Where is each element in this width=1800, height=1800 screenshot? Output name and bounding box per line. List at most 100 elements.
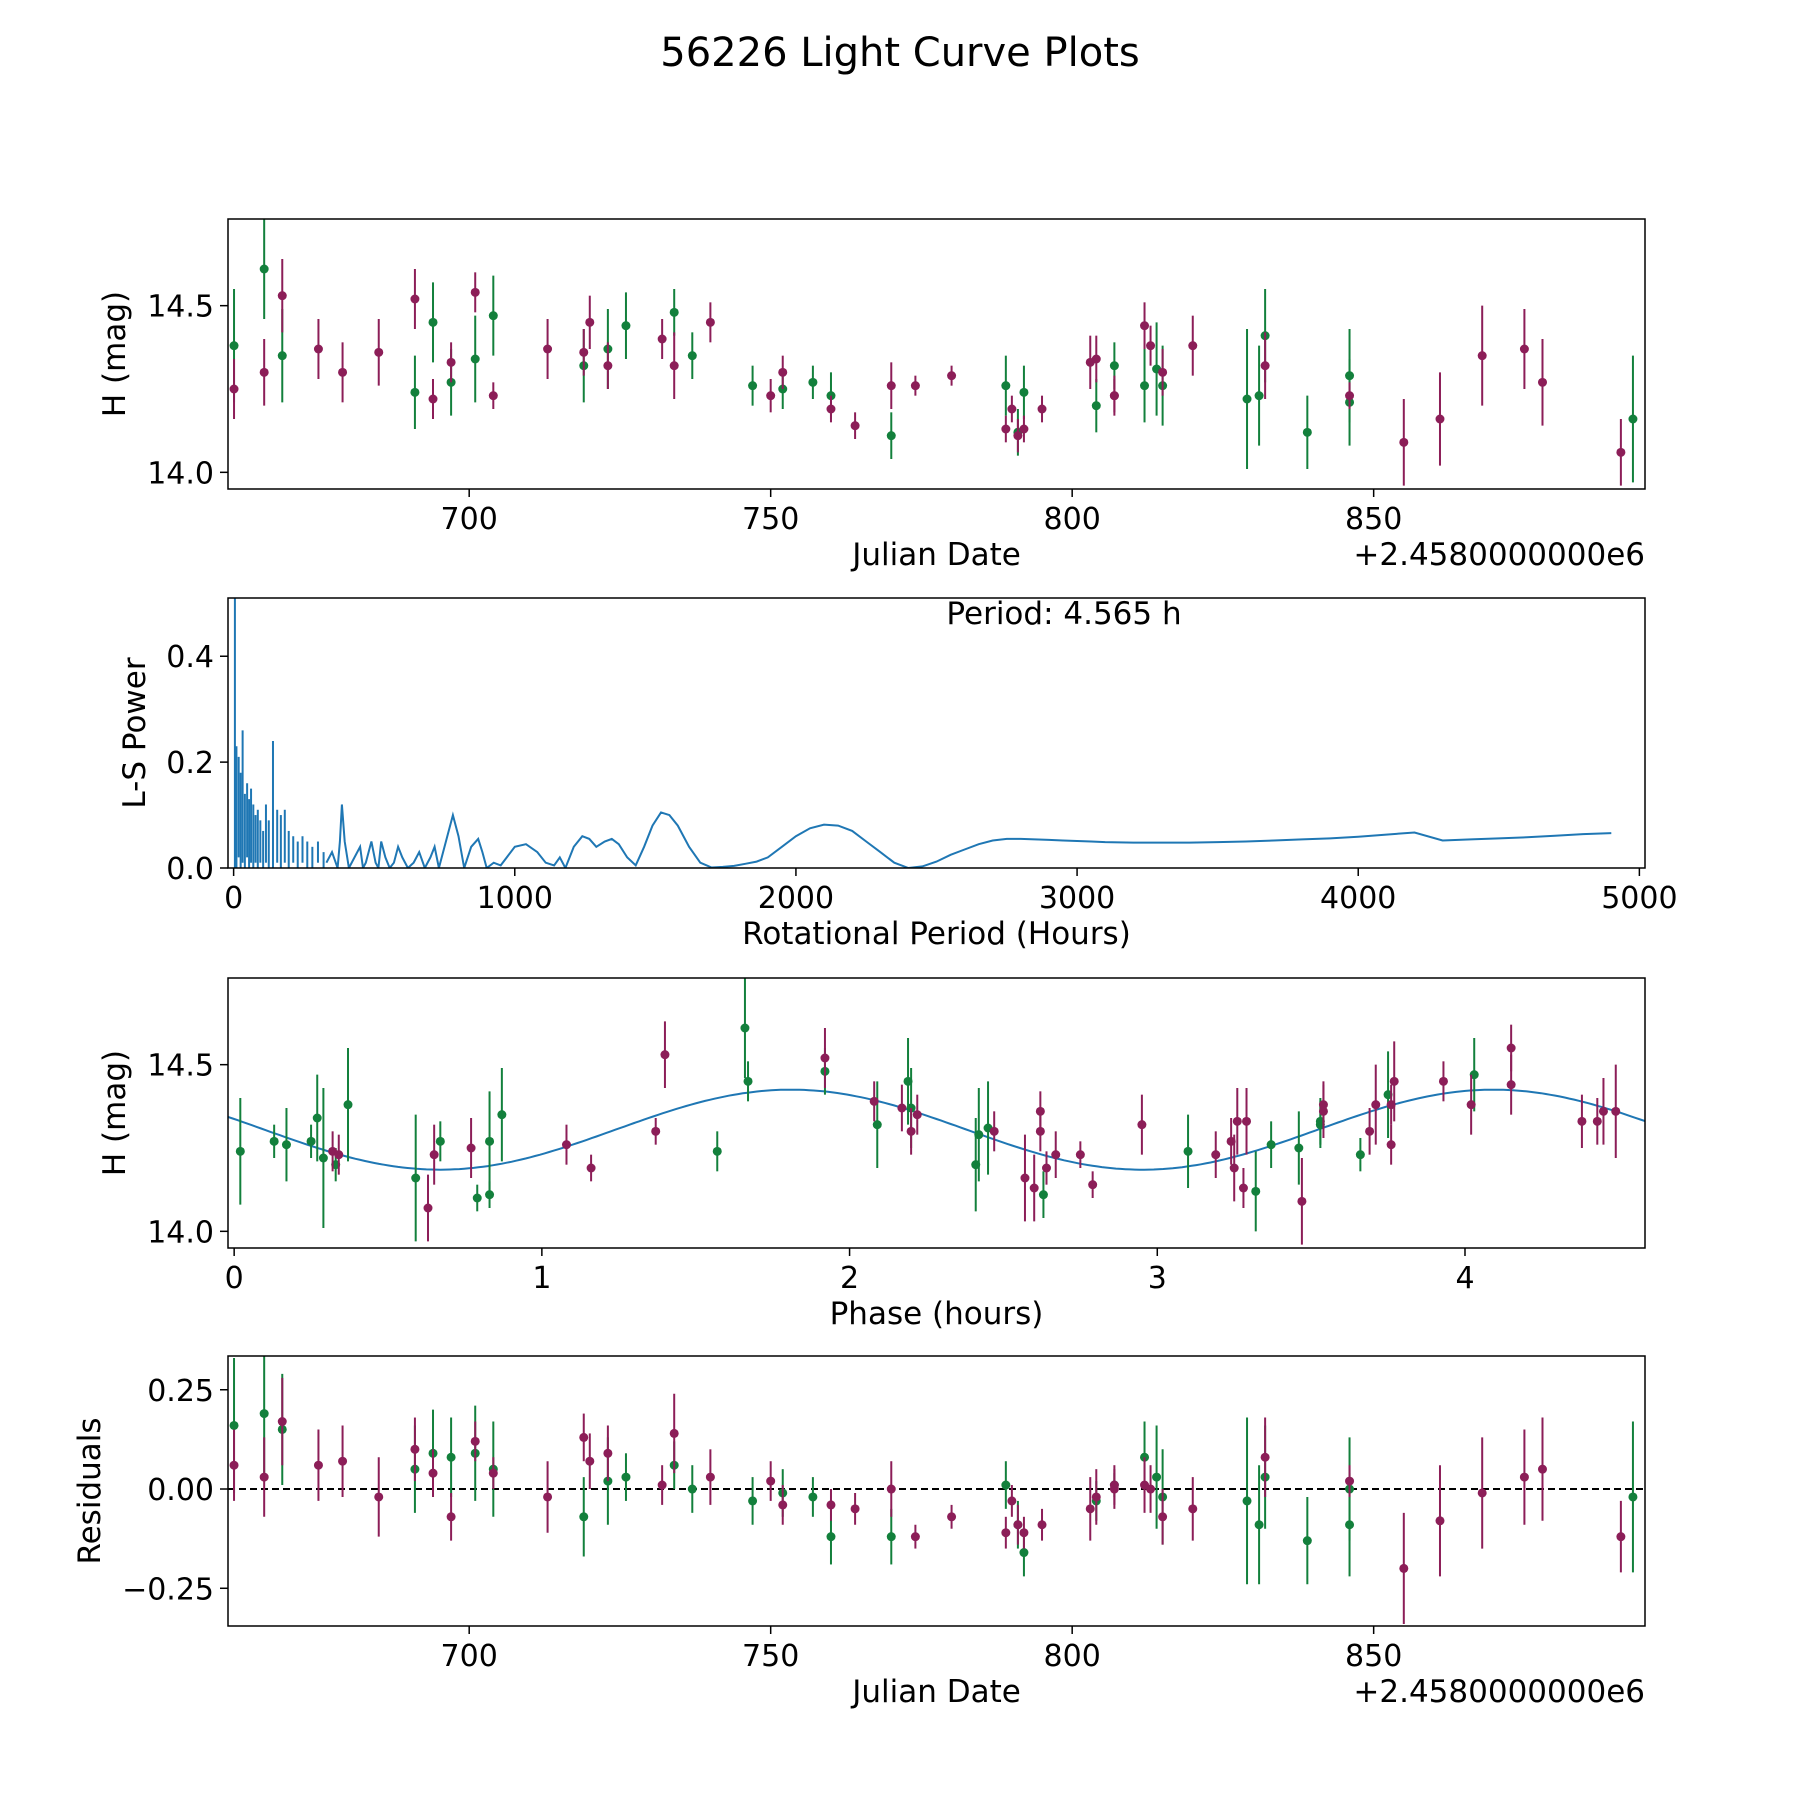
data-marker (485, 1190, 495, 1200)
data-marker (410, 387, 420, 397)
purple-point (1232, 1088, 1242, 1155)
data-marker (229, 384, 239, 394)
purple-point (947, 365, 957, 386)
data-marker (687, 351, 697, 361)
phased-marks (228, 978, 1645, 1245)
green-point (743, 1061, 753, 1102)
data-marker (306, 1136, 316, 1146)
data-marker (470, 287, 480, 297)
green-point (428, 282, 438, 363)
purple-point (989, 1111, 999, 1152)
lightcurve-ticks: 700 750 800 850 14.0 14.5 (147, 290, 1402, 537)
y-tick-label: 14.5 (147, 1049, 214, 1084)
purple-point (1519, 1429, 1529, 1525)
data-marker (669, 361, 679, 371)
data-marker (277, 291, 287, 301)
purple-point (1140, 302, 1150, 349)
purple-point (1229, 1134, 1239, 1202)
data-marker (897, 1103, 907, 1113)
data-marker (1140, 321, 1150, 331)
green-point (1266, 1121, 1276, 1168)
y-tick-label: 0.2 (166, 746, 214, 781)
purple-point (259, 1437, 269, 1517)
residuals-y-label: Residuals (72, 1417, 108, 1564)
green-point (1628, 1421, 1638, 1573)
purple-point (1007, 395, 1017, 423)
x-tick-label: 4000 (1320, 881, 1396, 916)
green-point (1628, 355, 1638, 483)
purple-point (669, 332, 679, 399)
purple-point (1506, 1054, 1516, 1115)
purple-point (585, 1433, 595, 1490)
data-marker (423, 1203, 433, 1213)
data-marker (1389, 1076, 1399, 1086)
data-marker (660, 1050, 670, 1060)
purple-point (1260, 1417, 1270, 1497)
green-point (712, 1131, 722, 1172)
purple-point (1537, 339, 1547, 426)
data-marker (488, 1468, 498, 1478)
purple-point (1345, 382, 1355, 409)
data-marker (1109, 1484, 1119, 1494)
data-marker (1616, 1532, 1626, 1542)
data-marker (1254, 391, 1264, 401)
purple-point (603, 1425, 613, 1482)
x-tick-label: 5000 (1601, 881, 1677, 916)
purple-point (374, 319, 384, 386)
purple-point (1477, 1437, 1487, 1549)
purple-point (1019, 1516, 1029, 1549)
model-fit-curve (228, 1088, 1645, 1171)
x-tick-label: 3000 (1039, 881, 1115, 916)
purple-point (820, 1028, 830, 1088)
purple-point (1088, 1171, 1098, 1198)
green-point (579, 1477, 589, 1557)
purple-point (1051, 1131, 1061, 1178)
y-tick-label: 0.00 (147, 1473, 214, 1508)
data-marker (1091, 354, 1101, 364)
data-marker (229, 341, 239, 351)
purple-point (561, 1124, 571, 1165)
data-marker (1628, 1492, 1638, 1502)
data-marker (886, 381, 896, 391)
green-point (621, 1453, 631, 1501)
purple-point (1109, 379, 1119, 413)
data-marker (1158, 367, 1168, 377)
data-marker (1042, 1163, 1052, 1173)
purple-point (1297, 1158, 1307, 1245)
purple-point (1537, 1417, 1547, 1521)
data-marker (313, 1460, 323, 1470)
green-point (312, 1074, 322, 1162)
purple-point (1188, 1477, 1198, 1541)
data-marker (1091, 1492, 1101, 1502)
data-marker (1592, 1116, 1602, 1126)
data-marker (579, 1512, 589, 1522)
green-point (1302, 395, 1312, 469)
purple-point (579, 329, 589, 376)
data-marker (740, 1023, 750, 1033)
purple-point (586, 1154, 596, 1182)
data-marker (410, 1444, 420, 1454)
purple-point (313, 1429, 323, 1501)
green-point (1091, 379, 1101, 433)
x-tick-label: 1000 (477, 881, 553, 916)
data-marker (1251, 1186, 1261, 1196)
data-marker (1435, 1516, 1445, 1526)
purple-point (947, 1504, 957, 1529)
data-marker (343, 1100, 353, 1110)
green-point (1038, 1171, 1048, 1218)
data-marker (488, 391, 498, 401)
purple-point (1598, 1078, 1608, 1145)
purple-point (446, 342, 456, 383)
green-point (1251, 1151, 1261, 1232)
data-marker (338, 1456, 348, 1466)
data-marker (1386, 1140, 1396, 1150)
lightcurve-axes-frame (227, 218, 1646, 490)
purple-point (1318, 1081, 1328, 1128)
phased-x-label: Phase (hours) (830, 1296, 1044, 1332)
green-point (497, 1068, 507, 1162)
green-point (269, 1124, 279, 1158)
data-marker (748, 1496, 758, 1506)
data-marker (277, 351, 287, 361)
